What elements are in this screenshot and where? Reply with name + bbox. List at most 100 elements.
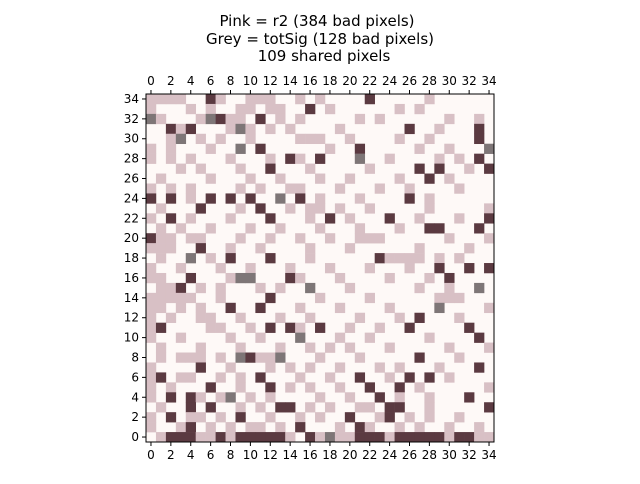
heatmap-cell-pink (424, 203, 435, 214)
heatmap-cell-pink (146, 292, 157, 304)
heatmap-cell-pink (255, 352, 266, 363)
x-tick-label-bottom: 4 (187, 448, 195, 462)
y-tick-label: 24 (124, 191, 139, 205)
y-tick-label: 14 (124, 291, 139, 305)
heatmap-cell-shared (424, 223, 435, 234)
heatmap-cell-pink (146, 213, 157, 224)
heatmap-cell-pink (165, 312, 177, 323)
heatmap-cell-pink (295, 272, 306, 284)
heatmap-cell-pink (265, 103, 276, 115)
heatmap-cell-pink (195, 432, 206, 443)
heatmap-cell-pink (444, 173, 455, 184)
x-tick-label-bottom: 22 (362, 448, 377, 462)
heatmap-cell-pink (354, 233, 366, 244)
heatmap-cell-grey (185, 253, 197, 264)
heatmap-cell-pink (424, 332, 435, 343)
heatmap-cell-shared (185, 402, 197, 413)
heatmap-cell-pink (205, 103, 216, 115)
heatmap-cell-shared (464, 263, 475, 274)
heatmap-cell-pink (245, 422, 256, 433)
heatmap-cell-shared (275, 402, 286, 413)
heatmap-cell-grey (235, 272, 246, 284)
heatmap-cell-pink (334, 272, 346, 284)
heatmap-cell-pink (305, 133, 316, 145)
heatmap-cell-pink (155, 203, 167, 214)
heatmap-cell-pink (454, 253, 465, 264)
heatmap-cell-pink (146, 243, 157, 254)
heatmap-cell-pink (414, 143, 425, 154)
heatmap-cell-pink (444, 113, 455, 125)
x-tick-label-top: 6 (207, 74, 215, 88)
heatmap-cell-shared (285, 322, 296, 333)
heatmap-cell-shared (235, 432, 246, 443)
heatmap-cell-pink (324, 402, 336, 413)
heatmap-cell-grey (235, 123, 246, 135)
heatmap-cell-shared (444, 272, 455, 284)
heatmap-cell-pink (424, 402, 435, 413)
heatmap-cell-pink (225, 153, 236, 164)
heatmap-cell-pink (175, 332, 187, 343)
heatmap-cell-pink (255, 402, 266, 413)
heatmap-cell-shared (484, 263, 495, 274)
heatmap-cell-pink (344, 322, 356, 333)
heatmap-cell-pink (225, 272, 236, 284)
heatmap-cell-shared (185, 422, 197, 433)
heatmap-cell-pink (225, 332, 236, 343)
x-tick-label-bottom: 14 (283, 448, 298, 462)
heatmap-cell-pink (275, 103, 286, 115)
heatmap-cell-pink (255, 422, 266, 433)
heatmap-cell-pink (165, 143, 177, 154)
heatmap-cell-shared (265, 213, 276, 224)
heatmap-cell-pink (175, 302, 187, 314)
heatmap-cell-pink (245, 223, 256, 234)
heatmap-cell-shared (165, 193, 177, 204)
heatmap-cell-pink (394, 362, 405, 373)
heatmap-cell-pink (364, 263, 375, 274)
heatmap-cell-shared (155, 322, 167, 333)
heatmap-cell-pink (305, 163, 316, 174)
heatmap-cell-pink (315, 292, 326, 304)
heatmap-cell-pink (404, 263, 415, 274)
y-tick-label: 6 (131, 370, 139, 384)
heatmap-cell-pink (235, 402, 246, 413)
y-tick-label: 26 (124, 172, 139, 186)
heatmap-cell-pink (275, 422, 286, 433)
heatmap-cell-grey (324, 432, 336, 443)
y-tick-label: 0 (131, 430, 139, 444)
heatmap-cell-pink (305, 342, 316, 353)
heatmap-cell-pink (414, 382, 425, 393)
heatmap-cell-shared (146, 193, 157, 204)
heatmap-cell-shared (195, 362, 206, 373)
x-tick-label-top: 34 (481, 74, 496, 88)
heatmap-cell-pink (225, 243, 236, 254)
heatmap-cell-pink (255, 332, 266, 343)
heatmap-cell-pink (146, 263, 157, 274)
heatmap-cell-pink (344, 173, 356, 184)
heatmap-cell-shared (464, 322, 475, 333)
heatmap-cell-pink (165, 243, 177, 254)
heatmap-cell-pink (315, 203, 326, 214)
heatmap-cell-pink (195, 163, 206, 174)
heatmap-cell-pink (424, 133, 435, 145)
heatmap-cell-pink (225, 432, 236, 443)
heatmap-cell-pink (334, 422, 346, 433)
heatmap-cell-pink (146, 372, 157, 383)
x-tick-label-bottom: 24 (382, 448, 397, 462)
heatmap-cell-shared (424, 432, 435, 443)
heatmap-cell-pink (165, 382, 177, 393)
heatmap-cell-pink (434, 253, 445, 264)
x-tick-label-bottom: 28 (422, 448, 437, 462)
heatmap-cell-pink (484, 382, 495, 393)
heatmap-cell-shared (454, 432, 465, 443)
heatmap-cell-shared (265, 292, 276, 304)
heatmap-cell-pink (235, 382, 246, 393)
heatmap-cell-pink (454, 352, 465, 363)
heatmap-cell-pink (364, 332, 375, 343)
heatmap-cell-pink (255, 183, 266, 194)
heatmap-cell-pink (245, 322, 256, 333)
heatmap-cell-pink (146, 332, 157, 343)
x-tick-label-top: 20 (342, 74, 357, 88)
heatmap-cell-shared (384, 213, 395, 224)
heatmap-cell-pink (344, 392, 356, 403)
